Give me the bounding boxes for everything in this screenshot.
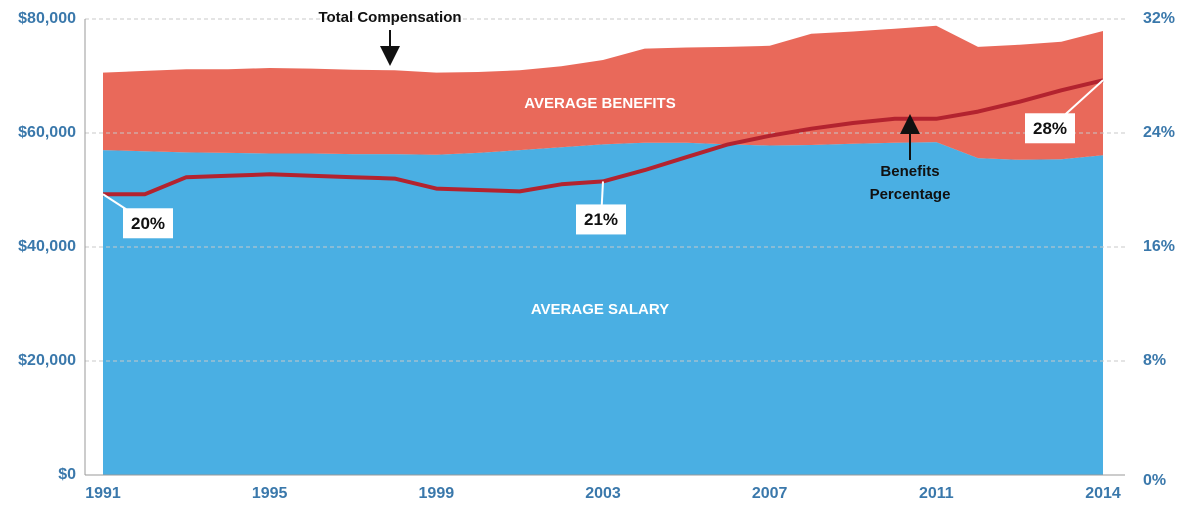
series-label: Benefits Percentage (870, 163, 951, 203)
y2-tick-label: 16% (1143, 238, 1175, 255)
value-label-box (576, 204, 626, 235)
y-tick-label: $80,000 (18, 10, 76, 27)
x-tick-label: 2007 (752, 485, 788, 502)
annotation: Total Compensation (318, 9, 461, 26)
area-label: AVERAGE SALARY (531, 301, 669, 318)
value-label: 21% (584, 210, 618, 229)
y-tick-label: $0 (58, 466, 76, 483)
value-label: 28% (1033, 119, 1067, 138)
value-label-box (123, 208, 173, 239)
line (103, 78, 1104, 197)
area (103, 142, 1103, 475)
y2-tick-label: 24% (1143, 124, 1175, 141)
y2-tick-label: 8% (1143, 352, 1166, 369)
x-tick-label: 2003 (585, 485, 621, 502)
value-label-box (1025, 113, 1075, 144)
y-tick-label: $40,000 (18, 238, 76, 255)
area-label: AVERAGE BENEFITS (524, 95, 675, 112)
y-tick-label: $20,000 (18, 352, 76, 369)
value-label: 20% (131, 214, 165, 233)
area (103, 25, 1103, 160)
y-tick-label: $60,000 (18, 124, 76, 141)
areas (103, 25, 1103, 475)
x-tick-label: 1999 (419, 485, 455, 502)
x-tick-label: 1995 (252, 485, 288, 502)
y2-tick-label: 0% (1143, 472, 1166, 489)
grid (85, 18, 1128, 362)
x-tick-label: 2014 (1085, 485, 1121, 502)
x-tick-label: 2011 (919, 485, 954, 502)
lines (103, 78, 1104, 197)
x-tick-label: 1991 (85, 485, 121, 502)
labels: $0 $20,000 $40,000 $60,000 $80,000 0% 8% 16% 24%… (18, 10, 1175, 502)
y2-tick-label: 32% (1143, 10, 1175, 27)
